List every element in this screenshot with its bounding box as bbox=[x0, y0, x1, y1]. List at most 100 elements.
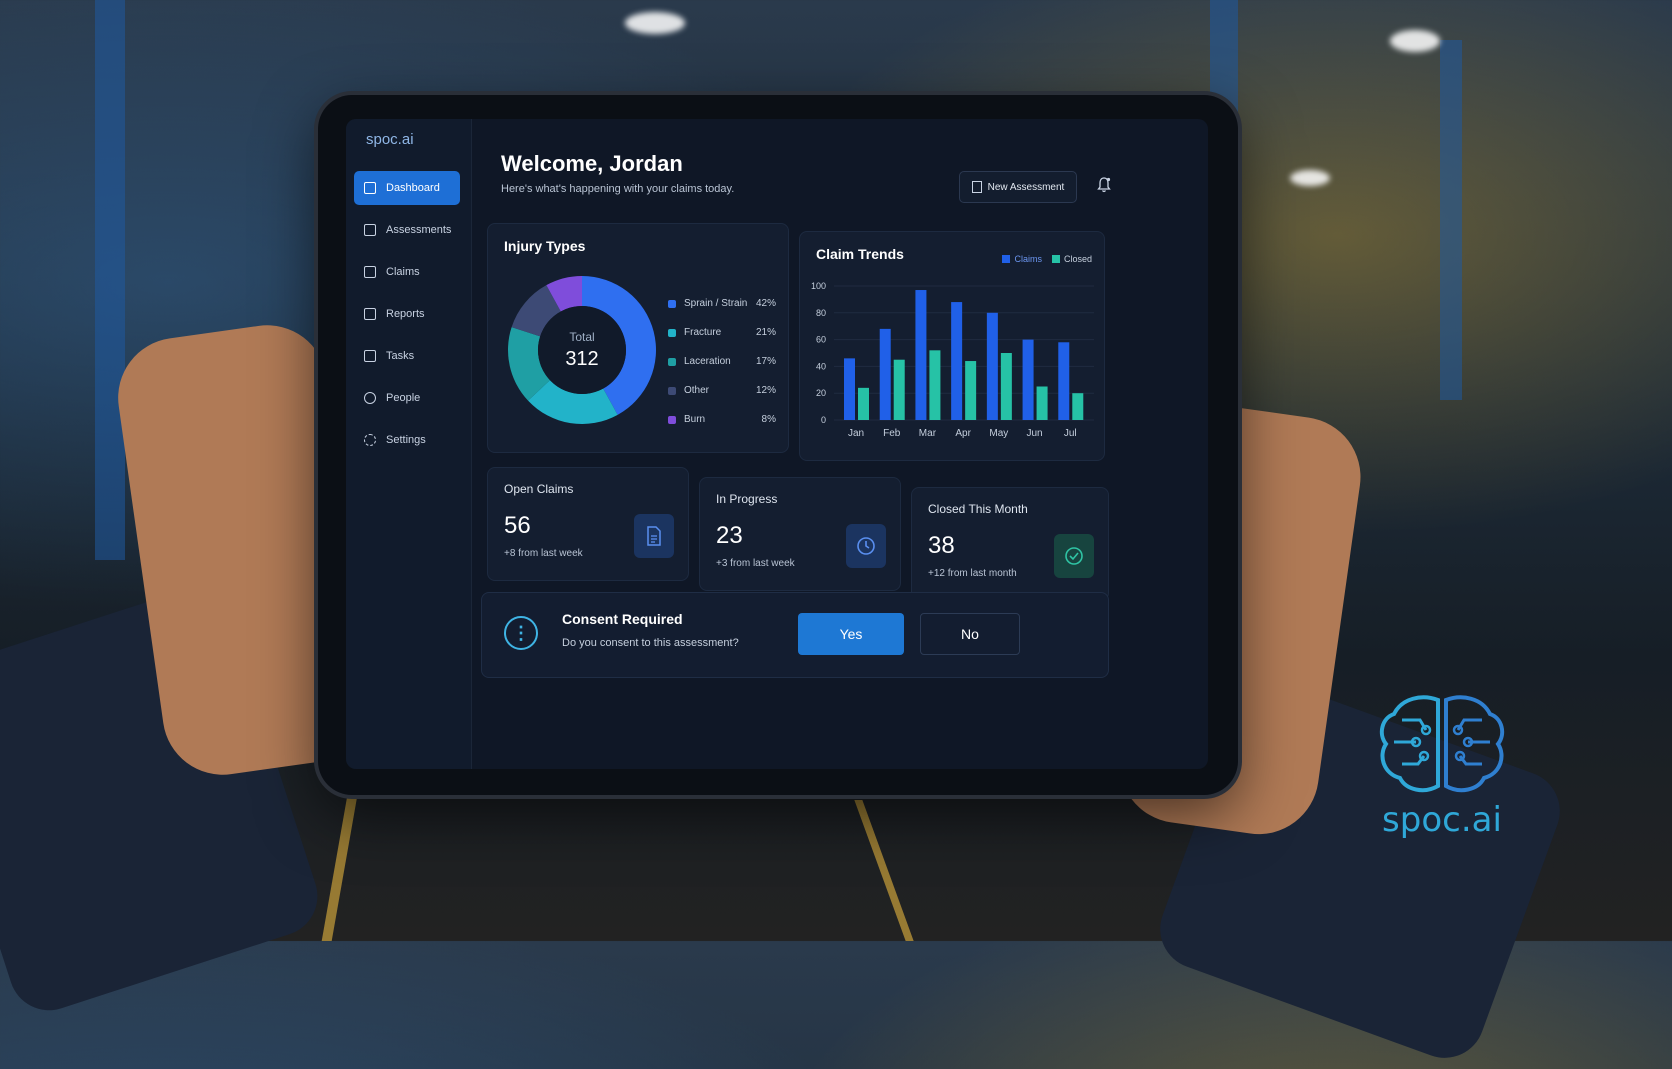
bar-closed-mar bbox=[929, 350, 941, 420]
sidebar-item-label: Assessments bbox=[386, 224, 452, 236]
legend-percent: 21% bbox=[755, 327, 776, 338]
legend-label: Sprain / Strain bbox=[684, 298, 748, 309]
legend-swatch-claims bbox=[1002, 255, 1011, 263]
stat-label: Open Claims bbox=[504, 482, 574, 496]
legend-label-closed: Closed bbox=[1063, 254, 1092, 264]
bar-claims-jun bbox=[1022, 339, 1034, 420]
legend-swatch bbox=[668, 299, 676, 308]
bar-claims-apr bbox=[951, 302, 963, 420]
claim-trends-card: Claim Trends Claims Closed 0 20 40 60 80 100 J… bbox=[799, 231, 1105, 461]
stat-value: 38 bbox=[928, 532, 955, 559]
x-tick-label: May bbox=[989, 428, 1008, 439]
sidebar-item-people[interactable]: People bbox=[354, 381, 460, 415]
brand-logo[interactable]: spoc.ai bbox=[366, 131, 414, 148]
legend-label: Fracture bbox=[684, 327, 722, 338]
new-assessment-label: New Assessment bbox=[987, 181, 1065, 193]
stat-value: 23 bbox=[716, 522, 743, 549]
donut-hole bbox=[538, 306, 626, 394]
sidebar-item-dashboard[interactable]: Dashboard bbox=[354, 171, 460, 205]
legend-percent: 8% bbox=[761, 414, 776, 425]
sidebar-item-label: People bbox=[386, 392, 421, 404]
brain-circuit-icon bbox=[1379, 695, 1505, 793]
bar-claims-may bbox=[986, 312, 998, 420]
legend-item-laceration: Laceration 17% bbox=[668, 356, 776, 367]
sidebar-item-claims[interactable]: Claims bbox=[354, 255, 460, 289]
file-icon bbox=[364, 266, 376, 278]
x-tick-label: Mar bbox=[919, 428, 937, 439]
injury-donut-chart bbox=[508, 276, 656, 424]
ceiling-light bbox=[1290, 170, 1330, 186]
document-icon bbox=[634, 514, 674, 558]
page-title: Welcome, Jordan bbox=[501, 151, 683, 176]
sidebar-item-label: Reports bbox=[386, 308, 425, 320]
stat-card-in-progress: In Progress 23 +3 from last week bbox=[699, 477, 901, 591]
page-subtitle: Here's what's happening with your claims… bbox=[501, 183, 735, 195]
sidebar-item-label: Tasks bbox=[386, 350, 415, 362]
donut-total-label: Total bbox=[569, 330, 595, 344]
background-pillar bbox=[95, 0, 125, 560]
sidebar-item-reports[interactable]: Reports bbox=[354, 297, 460, 331]
legend-item-other: Other 12% bbox=[668, 385, 776, 396]
legend-percent: 42% bbox=[755, 298, 776, 309]
stat-card-open-claims: Open Claims 56 +8 from last week bbox=[487, 467, 689, 581]
legend-percent: 17% bbox=[755, 356, 776, 367]
watermark-logo: spoc.ai bbox=[1372, 690, 1512, 850]
tablet-device: spoc.ai Dashboard Assessments Claims Rep… bbox=[318, 95, 1238, 795]
bar-claims-jan bbox=[844, 358, 855, 420]
check-circle-icon bbox=[1054, 534, 1094, 578]
consent-yes-button[interactable]: Yes bbox=[798, 613, 904, 655]
main-content: Welcome, Jordan Here's what's happening … bbox=[471, 119, 1208, 769]
sidebar: spoc.ai Dashboard Assessments Claims Rep… bbox=[346, 119, 472, 769]
legend-swatch-closed bbox=[1051, 255, 1060, 263]
consent-banner: ⋮ Consent Required Do you consent to thi… bbox=[481, 592, 1109, 678]
y-tick-label: 20 bbox=[816, 388, 826, 398]
new-document-icon bbox=[971, 181, 982, 193]
legend-label: Laceration bbox=[684, 356, 731, 367]
donut-total-value: 312 bbox=[565, 348, 599, 370]
donut-slice-laceration bbox=[508, 327, 550, 401]
donut-slice-burn bbox=[546, 276, 582, 312]
legend-item-burn: Burn 8% bbox=[668, 414, 776, 425]
stat-card-closed-this-month: Closed This Month 38 +12 from last month bbox=[911, 487, 1109, 601]
info-icon: ⋮ bbox=[504, 616, 538, 650]
checklist-icon bbox=[364, 350, 376, 362]
stat-label: In Progress bbox=[716, 492, 778, 506]
bar-claims-mar bbox=[915, 290, 927, 420]
consent-no-button[interactable]: No bbox=[920, 613, 1020, 655]
legend-label-claims: Claims bbox=[1014, 254, 1042, 264]
stat-value: 56 bbox=[504, 512, 531, 539]
clock-icon bbox=[846, 524, 886, 568]
background-pillar bbox=[1440, 40, 1462, 400]
bar-closed-jun bbox=[1036, 386, 1048, 420]
injury-types-title: Injury Types bbox=[504, 238, 586, 254]
legend-item-sprain-strain: Sprain / Strain 42% bbox=[668, 298, 776, 309]
tablet-screen: spoc.ai Dashboard Assessments Claims Rep… bbox=[346, 119, 1208, 769]
legend-swatch bbox=[668, 328, 676, 337]
x-tick-label: Apr bbox=[955, 428, 971, 439]
y-tick-label: 80 bbox=[816, 308, 826, 318]
donut-slice-fracture bbox=[528, 380, 618, 424]
chart-legend: Claims Closed bbox=[1002, 254, 1092, 264]
sidebar-item-tasks[interactable]: Tasks bbox=[354, 339, 460, 373]
bar-claims-feb bbox=[879, 328, 891, 420]
y-tick-label: 60 bbox=[816, 335, 826, 345]
stat-change: +8 from last week bbox=[504, 548, 583, 559]
stat-label: Closed This Month bbox=[928, 502, 1028, 516]
watermark-text: spoc.ai bbox=[1382, 800, 1502, 840]
dashboard-icon bbox=[364, 182, 376, 194]
legend-swatch bbox=[668, 357, 676, 366]
sidebar-item-assessments[interactable]: Assessments bbox=[354, 213, 460, 247]
donut-slice-other bbox=[511, 285, 561, 337]
bar-closed-may bbox=[1000, 353, 1012, 420]
consent-text: Do you consent to this assessment? bbox=[562, 637, 739, 649]
claim-trends-title: Claim Trends bbox=[816, 246, 904, 262]
donut-slice-sprain-strain bbox=[582, 276, 656, 415]
bell-icon[interactable] bbox=[1097, 177, 1111, 193]
new-assessment-button[interactable]: New Assessment bbox=[959, 171, 1077, 203]
floor-line bbox=[854, 800, 914, 941]
legend-item-fracture: Fracture 21% bbox=[668, 327, 776, 338]
sidebar-item-settings[interactable]: Settings bbox=[354, 423, 460, 457]
legend-label: Other bbox=[684, 385, 710, 396]
sidebar-item-label: Dashboard bbox=[386, 182, 440, 194]
bar-claims-jul bbox=[1058, 342, 1070, 420]
